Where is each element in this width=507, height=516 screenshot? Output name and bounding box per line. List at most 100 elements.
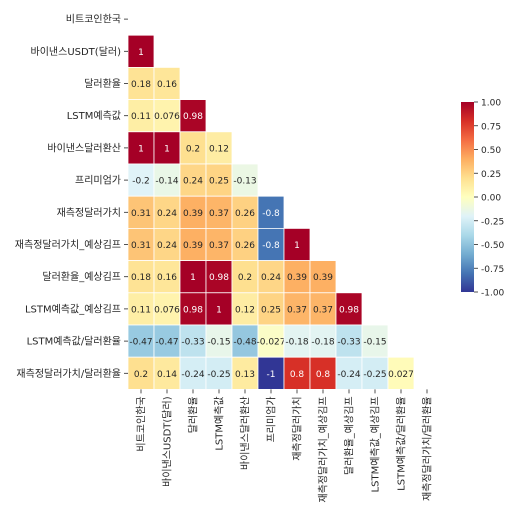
heatmap-cell [257, 324, 285, 358]
heatmap-cell [205, 131, 233, 165]
cell-value-label: 0.31 [131, 241, 151, 251]
heatmap-cell [127, 356, 155, 390]
column-label: 재측정달러가치_예상김프 [318, 396, 330, 502]
cell-value-label: -0.18 [285, 338, 309, 348]
row-label: 재측정달러가치 [57, 207, 121, 219]
cell-value-label: 0.24 [157, 241, 177, 251]
cell-value-label: 0.24 [183, 177, 203, 187]
cell-value-label: -0.8 [262, 209, 280, 219]
cell-value-label: 0.076 [154, 305, 180, 315]
cell-value-label: -0.2 [132, 177, 150, 187]
cell-value-label: 0.25 [209, 177, 229, 187]
heatmap-cell [205, 356, 233, 390]
heatmap-cell [257, 195, 285, 229]
heatmap-cell [335, 324, 363, 358]
cell-value-label: -0.24 [181, 370, 205, 380]
heatmap-cell [205, 195, 233, 229]
heatmap-cell [153, 163, 181, 197]
cell-value-label: 0.14 [157, 370, 177, 380]
cell-value-label: 0.39 [287, 273, 307, 283]
heatmap-cell [231, 195, 259, 229]
cell-value-label: 0.2 [238, 273, 252, 283]
row-label: 달러환율_예상김프 [42, 271, 121, 283]
cell-value-label: -0.13 [233, 177, 256, 187]
colorbar: 1.00 0.75 0.50 0.25 0.00 -0.25 -0.50 -0.75 -1.00 [461, 99, 505, 299]
heatmap-cells: 10.18 0.160.11 0.076 0.981 1 0.2 0.12-0.2 -0.14… [127, 34, 415, 390]
cell-value-label: -0.14 [155, 177, 179, 187]
cell-value-label: -0.18 [311, 338, 335, 348]
cell-value-label: 1 [216, 305, 222, 315]
colorbar-tick-label: -0.25 [481, 217, 504, 227]
cell-value-label: 0.37 [209, 209, 229, 219]
cell-value-label: -0.47 [155, 338, 178, 348]
cell-value-label: 0.24 [157, 209, 177, 219]
cell-value-label: 0.18 [131, 80, 151, 90]
heatmap-cell [257, 292, 285, 326]
cell-value-label: -0.15 [207, 338, 230, 348]
column-label: 재측정달러가치 [292, 396, 304, 460]
colorbar-tick-label: 1.00 [481, 99, 501, 109]
heatmap-cell [127, 324, 155, 358]
colorbar-tick-label: 0.25 [481, 170, 501, 180]
cell-value-label: 0.37 [287, 305, 307, 315]
cell-value-label: 0.39 [183, 209, 203, 219]
heatmap-cell [361, 324, 389, 358]
heatmap-cell [205, 163, 233, 197]
cell-value-label: 0.39 [183, 241, 203, 251]
row-label: 비트코인한국 [66, 14, 121, 26]
colorbar-tick-label: 0.50 [481, 146, 501, 156]
cell-value-label: 0.2 [186, 144, 200, 154]
cell-value-label: 0.16 [157, 273, 177, 283]
cell-value-label: 0.98 [209, 273, 229, 283]
heatmap-cell [179, 324, 207, 358]
heatmap-cell [153, 227, 181, 261]
colorbar-tick-label: -0.50 [481, 241, 505, 251]
cell-value-label: -0.25 [363, 370, 386, 380]
heatmap-cell [231, 324, 259, 358]
row-label: LSTM예측값/달러환율 [27, 336, 121, 348]
cell-value-label: -0.8 [262, 241, 280, 251]
colorbar-tick-label: 0.75 [481, 122, 501, 132]
cell-value-label: 1 [138, 144, 144, 154]
row-label: 재측정달러가치/달러환율 [16, 368, 121, 380]
colorbar-tick-label: -1.00 [481, 289, 505, 299]
heatmap-cell [153, 195, 181, 229]
heatmap-cell [179, 195, 207, 229]
cell-value-label: -0.24 [337, 370, 361, 380]
cell-value-label: -1 [267, 370, 276, 380]
row-label: 프리미엄가 [75, 175, 121, 187]
heatmap-cell [309, 324, 337, 358]
cell-value-label: 0.027 [388, 370, 414, 380]
cell-value-label: 0.12 [209, 144, 229, 154]
heatmap-cell [283, 227, 311, 261]
cell-value-label: -0.15 [363, 338, 386, 348]
cell-value-label: -0.25 [207, 370, 230, 380]
row-label: 바이낸스USDT(달러) [31, 46, 122, 58]
cell-value-label: -0.33 [337, 338, 360, 348]
row-label: LSTM예측값_예상김프 [25, 303, 121, 315]
colorbar-tick-label: 0.00 [481, 194, 501, 204]
cell-value-label: 1 [190, 273, 196, 283]
heatmap-cell [205, 324, 233, 358]
cell-value-label: 0.31 [131, 209, 151, 219]
cell-value-label: 0.39 [313, 273, 333, 283]
cell-value-label: 0.11 [131, 112, 151, 122]
column-label: 바이낸스달러환산 [240, 396, 252, 470]
heatmap-cell [335, 292, 363, 326]
heatmap-cell [387, 356, 415, 390]
heatmap-cell [127, 67, 155, 101]
heatmap-cell [127, 292, 155, 326]
cell-value-label: 0.98 [339, 305, 359, 315]
heatmap-cell [153, 324, 181, 358]
cell-value-label: 0.26 [235, 241, 255, 251]
column-label: 달러환율 [188, 396, 200, 433]
cell-value-label: 0.98 [183, 305, 203, 315]
cell-value-label: 0.26 [235, 209, 255, 219]
heatmap-cell [335, 356, 363, 390]
heatmap-cell [127, 227, 155, 261]
colorbar-gradient [461, 102, 474, 292]
heatmap-cell [127, 260, 155, 294]
heatmap-cell [179, 260, 207, 294]
cell-value-label: 0.13 [235, 370, 255, 380]
